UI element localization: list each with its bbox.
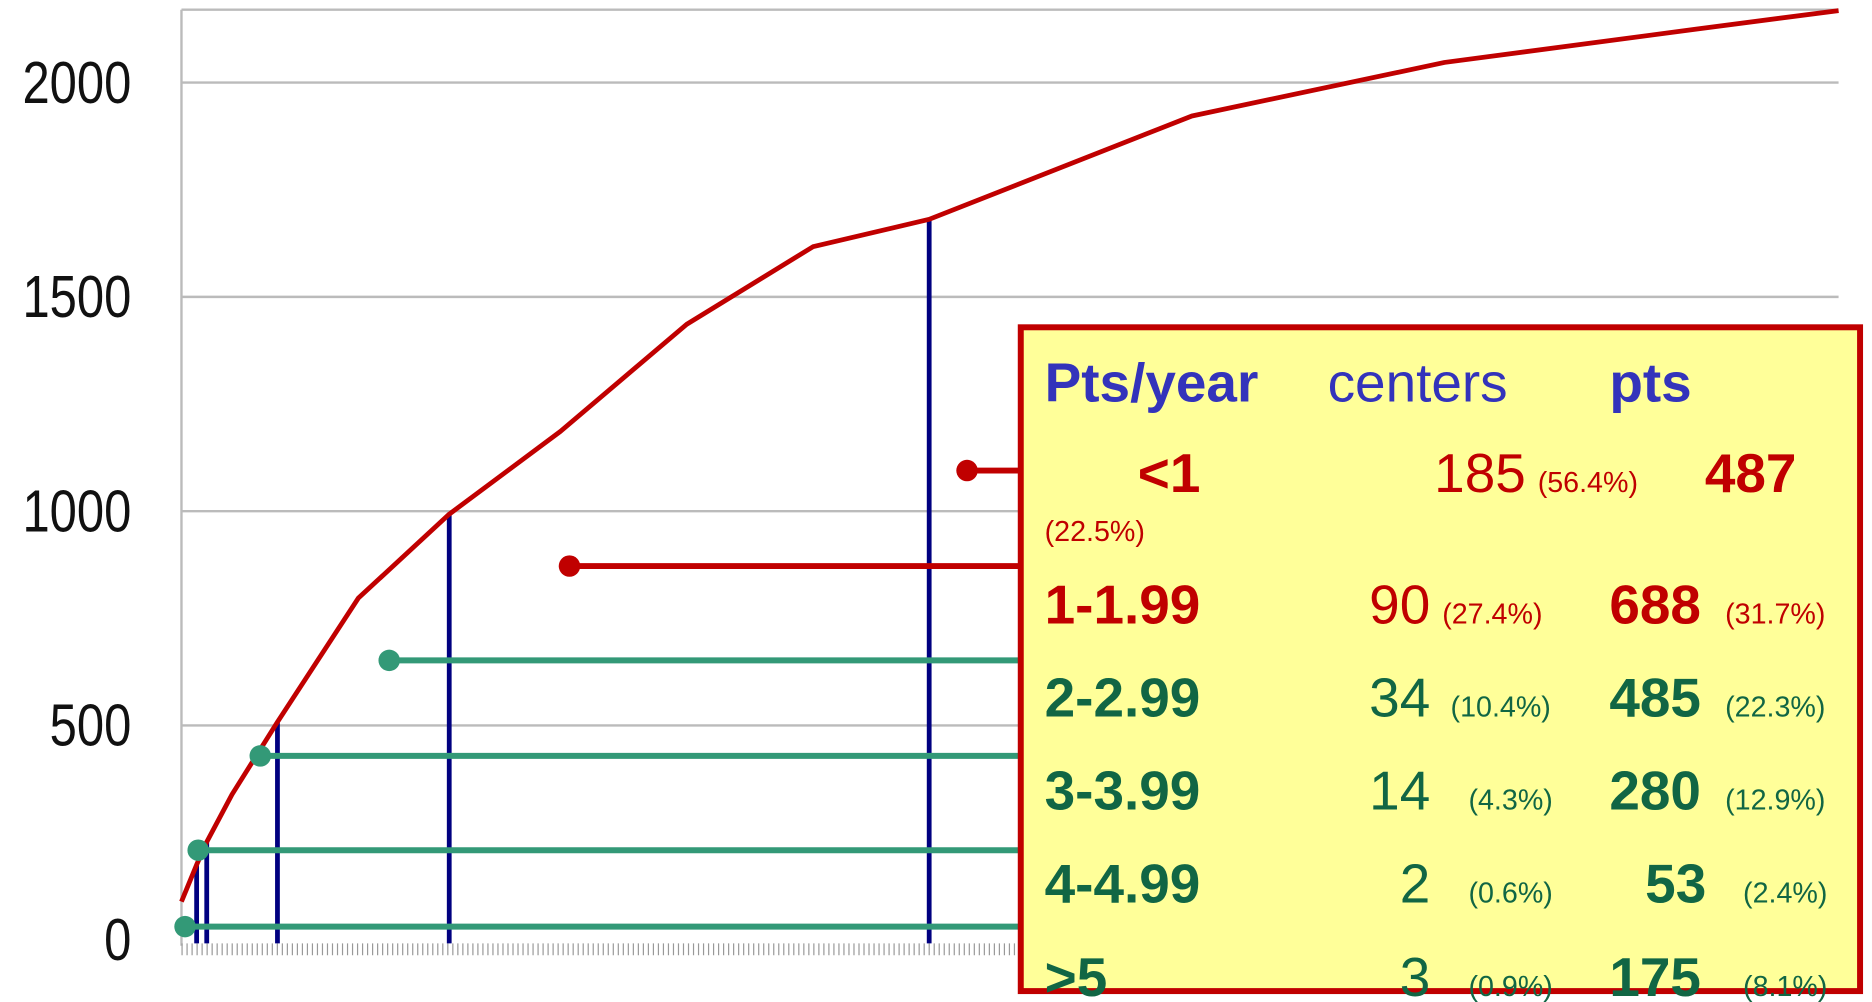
centers: 2	[1400, 853, 1431, 915]
pts-pct: (22.5%)	[1045, 516, 1145, 548]
range: 2-2.99	[1045, 666, 1201, 728]
cumulative-line	[179, 8, 1839, 903]
table-header: centers	[1328, 351, 1508, 413]
pts: 53	[1645, 853, 1706, 915]
pts: 175	[1609, 946, 1701, 1002]
range: >5	[1045, 946, 1108, 1002]
connector-dot	[378, 649, 400, 672]
range: 4-4.99	[1045, 853, 1201, 915]
range: 1-1.99	[1045, 573, 1201, 635]
centers-pct: (27.4%)	[1442, 598, 1542, 630]
pts-pct: (12.9%)	[1725, 785, 1825, 817]
y-tick-label: 1000	[22, 478, 131, 545]
centers-pct: (56.4%)	[1538, 467, 1638, 499]
pts-pct: (8.1%)	[1743, 971, 1827, 1002]
y-tick-label: 0	[104, 906, 131, 973]
y-tick-label: 500	[50, 692, 132, 759]
table-header: pts	[1609, 351, 1691, 413]
pts-pct: (2.4%)	[1743, 878, 1827, 910]
connector-dot	[956, 459, 978, 482]
connector-dot	[187, 839, 209, 861]
pts: 688	[1609, 573, 1701, 635]
y-tick-label: 2000	[22, 49, 131, 116]
pts: 485	[1609, 666, 1701, 728]
pts: 487	[1705, 442, 1797, 504]
pts-pct: (31.7%)	[1725, 598, 1825, 630]
centers: 34	[1369, 666, 1430, 728]
centers: 3	[1400, 946, 1431, 1002]
centers-pct: (0.9%)	[1468, 971, 1552, 1002]
connector-dot	[249, 745, 272, 767]
range: <1	[1138, 442, 1201, 504]
connector-dot	[174, 915, 196, 938]
table-box	[1017, 324, 1864, 995]
summary-table: Pts/year centers pts <1 185 (56.4%) 487 (22.5%)…	[1017, 324, 1864, 1002]
plot-area: 0 500 1000 1500 2000	[22, 8, 1839, 973]
centers-pct: (0.6%)	[1468, 878, 1552, 910]
pts-pct: (22.3%)	[1725, 691, 1825, 723]
pts: 280	[1609, 760, 1701, 822]
centers: 185	[1434, 442, 1526, 504]
centers: 14	[1369, 760, 1430, 822]
y-tick-label: 1500	[22, 264, 131, 331]
centers-pct: (4.3%)	[1468, 785, 1552, 817]
table-header: Pts/year	[1045, 351, 1259, 413]
centers: 90	[1369, 573, 1430, 635]
range: 3-3.99	[1045, 760, 1201, 822]
connectors	[174, 459, 1027, 938]
centers-pct: (10.4%)	[1451, 691, 1551, 723]
connector-dot	[558, 555, 581, 577]
